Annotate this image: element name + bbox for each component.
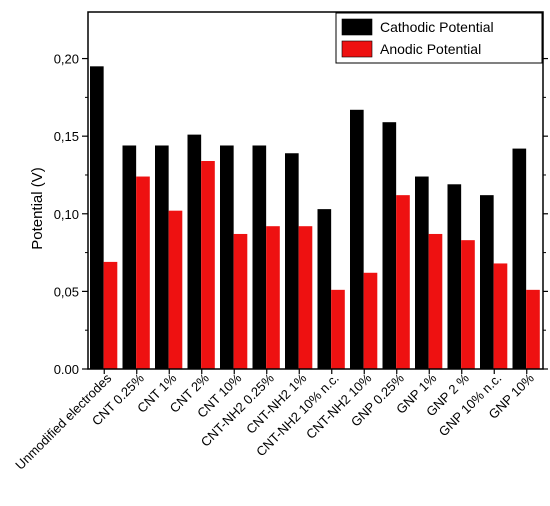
cathodic-bar <box>415 176 429 369</box>
cathodic-bar <box>447 184 462 369</box>
legend-label: Anodic Potential <box>380 41 481 57</box>
cathodic-bar <box>382 122 397 369</box>
anodic-bar <box>136 176 150 369</box>
y-axis-title: Potential (V) <box>29 167 46 250</box>
cathodic-bar <box>480 195 494 369</box>
anodic-bar <box>266 226 280 369</box>
anodic-bar <box>103 261 118 369</box>
cathodic-bar <box>285 153 299 369</box>
anodic-bar <box>168 210 183 369</box>
anodic-bar <box>233 233 248 369</box>
y-tick-label: 0,05 <box>54 284 79 299</box>
cathodic-bar <box>512 148 527 369</box>
y-tick-label: 0,15 <box>54 129 79 144</box>
plot-frame <box>87 11 544 370</box>
legend-label: Cathodic Potential <box>380 19 494 35</box>
legend-swatch <box>341 40 373 58</box>
anodic-bar <box>363 272 378 369</box>
y-tick-label: 0,10 <box>54 207 79 222</box>
cathodic-bar <box>220 145 234 369</box>
y-tick-label: 0,20 <box>54 52 79 67</box>
bars-layer <box>90 66 540 369</box>
cathodic-bar <box>252 145 267 369</box>
cathodic-bar <box>317 209 332 369</box>
anodic-bar <box>493 263 508 369</box>
cathodic-bar <box>90 66 104 369</box>
cathodic-bar <box>155 145 169 369</box>
y-tick-label: 0.00 <box>54 362 79 377</box>
anodic-bar <box>461 240 475 369</box>
y-axis: 0.00 0,05 0,10 0,15 0,20 <box>54 52 548 377</box>
anodic-bar <box>526 289 540 369</box>
anodic-bar <box>331 289 345 369</box>
anodic-bar <box>201 161 215 369</box>
legend: Cathodic Potential Anodic Potential <box>335 12 543 64</box>
anodic-bar <box>298 226 313 369</box>
legend-swatch <box>341 18 373 36</box>
cathodic-bar <box>187 134 202 369</box>
cathodic-bar <box>122 145 137 369</box>
anodic-bar <box>428 233 443 369</box>
anodic-bar <box>396 195 410 369</box>
cathodic-bar <box>350 109 364 369</box>
